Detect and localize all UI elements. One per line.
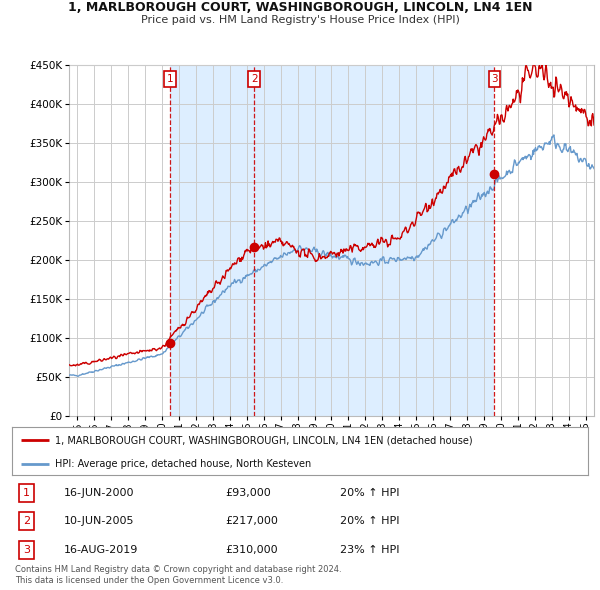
Text: Price paid vs. HM Land Registry's House Price Index (HPI): Price paid vs. HM Land Registry's House … [140, 15, 460, 25]
Text: 3: 3 [23, 545, 30, 555]
Text: 23% ↑ HPI: 23% ↑ HPI [340, 545, 400, 555]
Text: 1: 1 [167, 74, 173, 84]
Text: 2: 2 [251, 74, 257, 84]
Text: 16-JUN-2000: 16-JUN-2000 [64, 489, 134, 499]
Bar [170, 65, 494, 416]
Text: 1: 1 [23, 489, 30, 499]
Text: 2: 2 [23, 516, 30, 526]
Text: Contains HM Land Registry data © Crown copyright and database right 2024.
This d: Contains HM Land Registry data © Crown c… [15, 565, 341, 585]
Text: HPI: Average price, detached house, North Kesteven: HPI: Average price, detached house, Nort… [55, 459, 311, 469]
Text: 3: 3 [491, 74, 498, 84]
Text: 20% ↑ HPI: 20% ↑ HPI [340, 516, 400, 526]
Text: £93,000: £93,000 [225, 489, 271, 499]
Text: £310,000: £310,000 [225, 545, 278, 555]
Text: 16-AUG-2019: 16-AUG-2019 [64, 545, 138, 555]
Text: 1, MARLBOROUGH COURT, WASHINGBOROUGH, LINCOLN, LN4 1EN (detached house): 1, MARLBOROUGH COURT, WASHINGBOROUGH, LI… [55, 435, 473, 445]
Text: 10-JUN-2005: 10-JUN-2005 [64, 516, 134, 526]
Text: £217,000: £217,000 [225, 516, 278, 526]
Text: 1, MARLBOROUGH COURT, WASHINGBOROUGH, LINCOLN, LN4 1EN: 1, MARLBOROUGH COURT, WASHINGBOROUGH, LI… [68, 1, 532, 14]
Text: 20% ↑ HPI: 20% ↑ HPI [340, 489, 400, 499]
